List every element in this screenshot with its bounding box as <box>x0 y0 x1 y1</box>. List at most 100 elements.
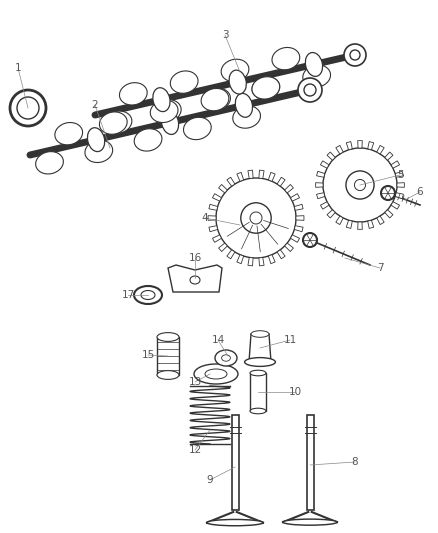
Text: 1: 1 <box>15 63 21 73</box>
Polygon shape <box>296 216 304 220</box>
Ellipse shape <box>201 88 229 111</box>
Ellipse shape <box>250 370 266 376</box>
Text: 11: 11 <box>283 335 297 345</box>
Circle shape <box>216 178 296 258</box>
Polygon shape <box>385 210 393 218</box>
Polygon shape <box>346 220 352 229</box>
Ellipse shape <box>215 350 237 366</box>
Ellipse shape <box>229 70 246 94</box>
Ellipse shape <box>190 276 200 284</box>
Ellipse shape <box>184 117 211 140</box>
Polygon shape <box>377 216 384 224</box>
Text: 10: 10 <box>289 387 301 397</box>
Circle shape <box>250 212 262 224</box>
Polygon shape <box>249 334 271 362</box>
Polygon shape <box>168 265 222 292</box>
Polygon shape <box>259 257 264 266</box>
Circle shape <box>10 90 46 126</box>
Ellipse shape <box>207 520 263 526</box>
Polygon shape <box>367 142 374 150</box>
Ellipse shape <box>235 93 253 117</box>
Bar <box>157 337 179 375</box>
Polygon shape <box>259 170 264 179</box>
Polygon shape <box>212 235 222 243</box>
Polygon shape <box>327 152 335 160</box>
Ellipse shape <box>153 88 170 111</box>
Text: 12: 12 <box>188 445 201 455</box>
Ellipse shape <box>244 358 276 366</box>
Text: 4: 4 <box>201 213 208 223</box>
Circle shape <box>304 84 316 96</box>
Ellipse shape <box>120 83 147 105</box>
Polygon shape <box>209 225 218 232</box>
Ellipse shape <box>203 88 230 110</box>
Polygon shape <box>290 193 300 201</box>
Polygon shape <box>321 202 329 209</box>
Text: 6: 6 <box>417 187 423 197</box>
Text: 9: 9 <box>207 475 213 485</box>
Polygon shape <box>219 243 227 252</box>
Polygon shape <box>277 177 285 186</box>
Polygon shape <box>397 183 404 187</box>
Text: 3: 3 <box>222 30 228 40</box>
Ellipse shape <box>55 123 83 145</box>
Ellipse shape <box>305 53 323 76</box>
Circle shape <box>298 78 322 102</box>
Polygon shape <box>227 177 235 186</box>
Polygon shape <box>377 146 384 154</box>
Polygon shape <box>208 216 216 220</box>
Circle shape <box>303 233 317 247</box>
Polygon shape <box>385 152 393 160</box>
Ellipse shape <box>170 71 198 93</box>
Polygon shape <box>294 204 303 211</box>
Polygon shape <box>268 255 275 264</box>
Polygon shape <box>316 183 323 187</box>
Polygon shape <box>395 193 403 199</box>
Ellipse shape <box>134 129 162 151</box>
Text: 2: 2 <box>92 100 98 110</box>
Polygon shape <box>212 193 222 201</box>
Text: 16: 16 <box>188 253 201 263</box>
Ellipse shape <box>252 77 280 99</box>
Circle shape <box>344 44 366 66</box>
Ellipse shape <box>141 290 155 300</box>
Polygon shape <box>219 184 227 193</box>
Circle shape <box>350 50 360 60</box>
Polygon shape <box>358 222 362 229</box>
Polygon shape <box>294 225 303 232</box>
Text: 17: 17 <box>121 290 134 300</box>
Ellipse shape <box>88 128 105 151</box>
Circle shape <box>381 186 395 200</box>
Bar <box>232 415 239 510</box>
Ellipse shape <box>303 65 331 87</box>
Text: 5: 5 <box>397 170 403 180</box>
Polygon shape <box>237 172 244 181</box>
Polygon shape <box>391 202 399 209</box>
Ellipse shape <box>35 151 64 174</box>
Polygon shape <box>285 184 293 193</box>
Ellipse shape <box>194 364 238 384</box>
Polygon shape <box>395 171 403 177</box>
Ellipse shape <box>283 519 337 525</box>
Polygon shape <box>391 161 399 168</box>
Ellipse shape <box>272 47 300 70</box>
Text: 8: 8 <box>352 457 358 467</box>
Ellipse shape <box>150 100 178 123</box>
Text: 7: 7 <box>377 263 383 273</box>
Polygon shape <box>237 255 244 264</box>
Polygon shape <box>336 146 343 154</box>
Polygon shape <box>336 216 343 224</box>
Polygon shape <box>327 210 335 218</box>
Polygon shape <box>285 243 293 252</box>
Ellipse shape <box>233 106 261 128</box>
Ellipse shape <box>161 110 179 134</box>
Ellipse shape <box>153 100 181 122</box>
Polygon shape <box>358 141 362 148</box>
Ellipse shape <box>157 333 179 342</box>
Ellipse shape <box>222 355 230 361</box>
Polygon shape <box>321 161 329 168</box>
Bar <box>307 415 314 510</box>
Polygon shape <box>209 204 218 211</box>
Polygon shape <box>317 193 325 199</box>
Ellipse shape <box>99 112 127 134</box>
